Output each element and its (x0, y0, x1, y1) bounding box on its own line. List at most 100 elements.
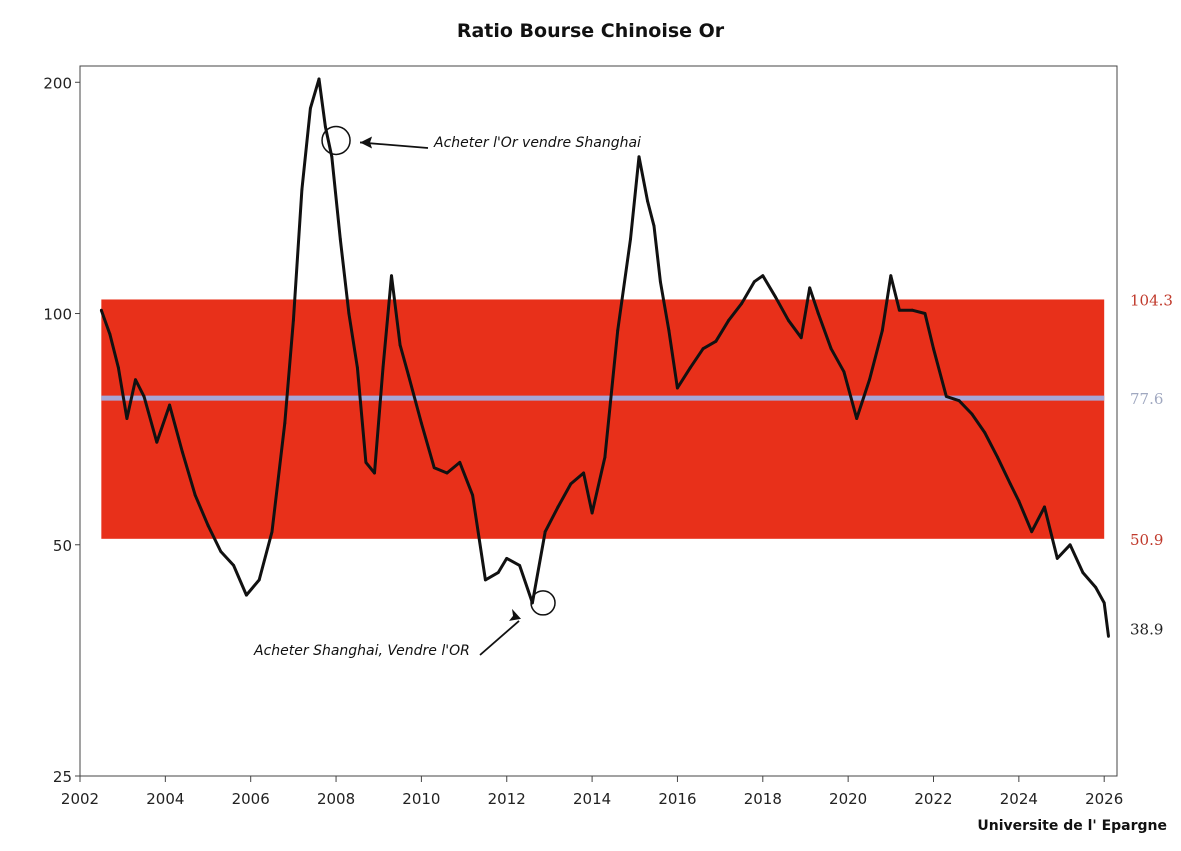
ratio-point (1094, 586, 1098, 589)
ratio-point (257, 578, 261, 582)
ratio-point (543, 530, 547, 534)
ratio-point (637, 155, 641, 159)
x-tick-label: 2002 (61, 790, 99, 808)
ratio-point (676, 386, 679, 390)
ratio-point (799, 336, 803, 340)
annotation-arrow-peak (359, 141, 429, 149)
ratio-point (752, 280, 756, 284)
ratio-point (484, 578, 487, 582)
x-tick-label: 2024 (1000, 790, 1038, 808)
ratio-point (99, 308, 103, 312)
ratio-point (556, 505, 560, 509)
ratio-point (125, 417, 129, 420)
annotation-sell-shanghai: Acheter l'Or vendre Shanghai (434, 135, 641, 151)
x-tick-label: 2004 (146, 790, 184, 808)
ratio-point (1068, 543, 1072, 547)
ratio-point (603, 455, 607, 459)
right-value-label: 50.9 (1130, 531, 1163, 549)
ratio-point (970, 412, 974, 416)
ratio-point (505, 556, 509, 560)
ratio-point (727, 318, 731, 322)
x-tick-label: 2014 (573, 790, 611, 808)
ratio-point (206, 523, 210, 527)
ratio-point (355, 366, 359, 370)
ratio-point (168, 403, 172, 407)
annotation-circle-peak (321, 125, 351, 156)
ratio-point (117, 366, 120, 370)
ratio-point (381, 366, 385, 370)
y-tick-label: 50 (53, 537, 72, 555)
range-band (101, 299, 1105, 539)
ratio-point (646, 199, 649, 203)
ratio-point (761, 274, 765, 278)
ratio-point (816, 312, 820, 315)
ratio-point (338, 237, 342, 241)
ratio-point (364, 461, 368, 464)
ratio-point (300, 188, 304, 191)
y-tick-label: 100 (43, 306, 72, 324)
ratio-point (1107, 634, 1110, 638)
ratio-point (774, 295, 778, 299)
ratio-point (407, 374, 410, 378)
ratio-point (232, 564, 236, 567)
ratio-point (667, 329, 671, 333)
ratio-point (283, 421, 287, 425)
chart-title: Ratio Bourse Chinoise Or (456, 20, 725, 42)
ratio-point (996, 455, 999, 459)
ratio-point (944, 395, 948, 398)
right-value-label: 38.9 (1130, 621, 1163, 639)
ratio-point (1043, 505, 1046, 509)
ratio-point (569, 482, 573, 486)
ratio-point (880, 329, 884, 333)
ratio-point (582, 471, 585, 475)
ratio-point (1030, 530, 1034, 534)
ratio-point (787, 318, 790, 322)
plot-frame (79, 65, 1118, 777)
ratio-point (1055, 556, 1059, 560)
ratio-point (181, 450, 184, 454)
ratio-point (496, 571, 500, 574)
ratio-point (1081, 571, 1085, 574)
x-tick-label: 2020 (829, 790, 867, 808)
annotation-arrow-trough (479, 620, 520, 656)
x-tick-label: 2012 (488, 790, 526, 808)
x-tick-label: 2006 (232, 790, 270, 808)
ratio-point (398, 343, 402, 347)
ratio-point (347, 312, 351, 315)
ratio-point (458, 461, 462, 464)
ratio-point (245, 593, 248, 597)
x-tick-label: 2018 (744, 790, 782, 808)
ratio-point (390, 274, 393, 278)
ratio-point (688, 366, 692, 370)
annotation-arrowhead-trough (509, 608, 522, 621)
ratio-point (219, 550, 223, 553)
y-tick-label: 25 (53, 768, 72, 786)
source-label: Universite de l' Epargne (977, 818, 1167, 834)
ratio-point (714, 339, 718, 343)
ratio-point (330, 155, 334, 159)
ratio-point (808, 286, 812, 290)
ratio-point (842, 370, 846, 374)
ratio-point (518, 564, 521, 567)
ratio-point (193, 493, 197, 497)
x-tick-label: 2008 (317, 790, 355, 808)
ratio-point (923, 312, 927, 315)
ratio-point (889, 274, 893, 278)
x-tick-label: 2022 (914, 790, 952, 808)
ratio-point (616, 329, 620, 333)
right-value-label: 104.3 (1130, 291, 1173, 309)
ratio-point (108, 332, 112, 336)
ratio-point (829, 347, 833, 351)
ratio-point (270, 530, 274, 534)
ratio-point (658, 280, 662, 284)
x-tick-label: 2016 (658, 790, 696, 808)
ratio-point (155, 440, 159, 444)
ratio-point (323, 125, 327, 129)
ratio-point (445, 471, 449, 475)
ratio-point (309, 106, 312, 110)
ratio-point (471, 493, 475, 497)
x-tick-label: 2010 (402, 790, 440, 808)
ratio-point (1017, 499, 1021, 503)
ratio-point (652, 224, 656, 228)
